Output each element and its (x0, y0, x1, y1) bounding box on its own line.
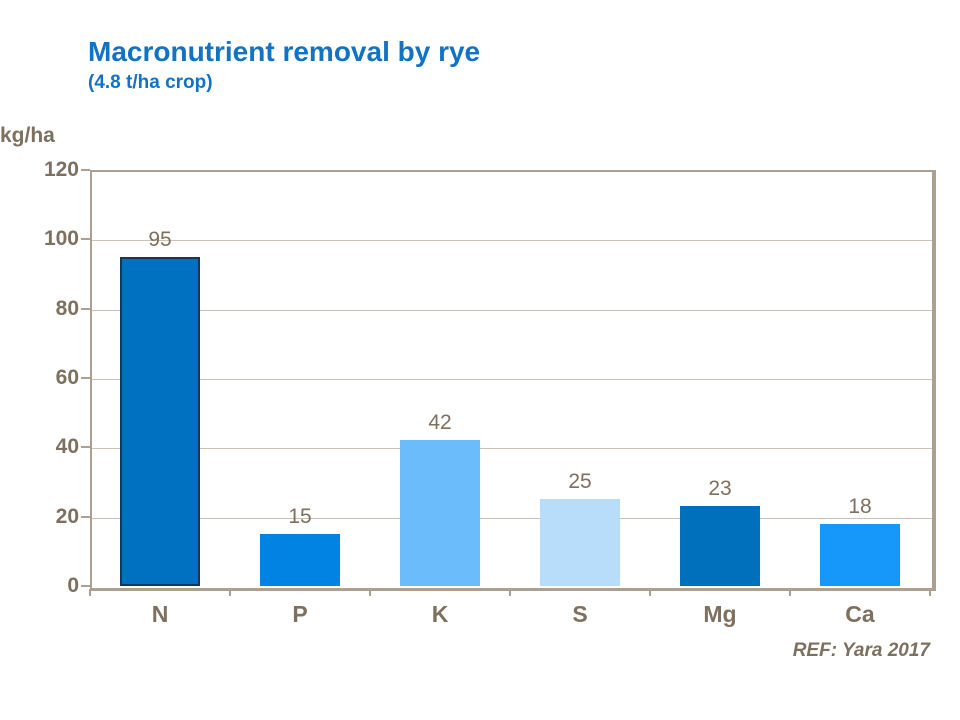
category-label-S: S (572, 601, 588, 627)
y-tick-label-100: 100 (43, 227, 79, 251)
bar-Ca (820, 523, 900, 586)
y-tick-mark-80 (81, 307, 90, 310)
y-tick-label-60: 60 (55, 366, 79, 389)
y-tick-mark-60 (81, 377, 90, 379)
value-label-Mg: 23 (708, 477, 732, 501)
y-tick-label-40: 40 (55, 435, 79, 459)
y-axis-unit-label: kg/ha (0, 124, 55, 147)
gridline-80 (92, 309, 932, 311)
x-tick-mark-2 (369, 589, 371, 596)
x-tick-mark-3 (509, 589, 511, 596)
bar-Mg (680, 506, 760, 586)
y-tick-label-20: 20 (55, 504, 79, 528)
category-label-N: N (151, 601, 169, 627)
y-tick-label-0: 0 (67, 574, 79, 597)
value-label-Ca: 18 (848, 494, 872, 518)
chart-subtitle: (4.8 t/ha crop) (88, 72, 213, 93)
bar-K (400, 440, 480, 586)
bar-S (540, 499, 620, 586)
value-label-K: 42 (428, 411, 452, 435)
x-tick-mark-1 (229, 589, 231, 596)
x-tick-mark-0 (89, 589, 91, 596)
y-tick-mark-0 (81, 585, 90, 587)
category-label-Ca: Ca (845, 601, 875, 627)
category-label-P: P (292, 601, 308, 627)
y-tick-label-80: 80 (55, 296, 79, 320)
value-label-S: 25 (568, 470, 592, 494)
y-tick-mark-20 (81, 515, 90, 518)
bar-N (120, 256, 200, 586)
y-tick-mark-100 (81, 238, 90, 241)
gridline-60 (92, 379, 932, 380)
y-tick-mark-40 (81, 446, 90, 449)
bar-P (260, 534, 340, 586)
reference-note: REF: Yara 2017 (792, 640, 930, 661)
plot-area (90, 170, 936, 591)
category-label-K: K (431, 601, 449, 627)
x-tick-mark-4 (649, 589, 651, 596)
y-tick-label-120: 120 (43, 158, 79, 181)
gridline-100 (92, 240, 932, 242)
gridline-20 (92, 517, 932, 519)
category-label-Mg: Mg (703, 601, 737, 627)
chart-title: Macronutrient removal by rye (88, 36, 481, 67)
gridline-40 (92, 448, 932, 450)
y-tick-mark-120 (81, 169, 90, 171)
x-tick-mark-5 (789, 589, 791, 596)
value-label-P: 15 (288, 505, 312, 528)
value-label-N: 95 (148, 227, 172, 251)
x-tick-mark-6 (929, 589, 931, 596)
